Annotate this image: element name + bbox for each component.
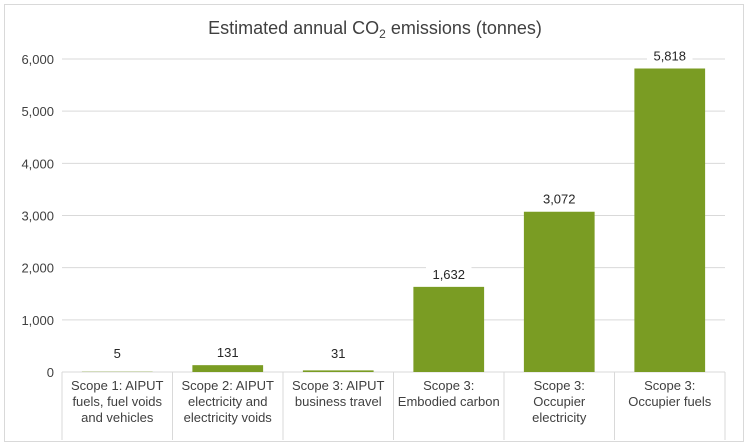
x-category-label: business travel (295, 394, 382, 409)
y-tick-label: 3,000 (21, 209, 54, 224)
x-category-label: fuels, fuel voids (72, 394, 162, 409)
bars (81, 68, 706, 373)
x-category-label: Scope 3: (423, 378, 474, 393)
x-category-label: Scope 3: (644, 378, 695, 393)
chart-title-rest: emissions (tonnes) (385, 18, 542, 38)
x-category-label: and vehicles (81, 410, 154, 425)
x-category-label: Scope 3: AIPUT (292, 378, 385, 393)
data-label-background (212, 344, 243, 362)
y-tick-label: 4,000 (21, 156, 54, 171)
data-label: 5 (114, 346, 121, 361)
data-label: 3,072 (543, 192, 576, 207)
data-label: 31 (331, 346, 345, 361)
x-category-label: Scope 2: AIPUT (182, 378, 275, 393)
chart-title: Estimated annual CO2 emissions (tonnes) (0, 18, 750, 41)
data-label: 5,818 (653, 48, 686, 63)
chart-title-subscript: 2 (379, 27, 386, 41)
x-category-label: Scope 1: AIPUT (71, 378, 164, 393)
chart-frame (4, 4, 744, 442)
data-label: 1,632 (432, 267, 465, 282)
gridlines (62, 58, 725, 373)
y-tick-label: 6,000 (21, 52, 54, 67)
y-axis: 0 1,000 2,000 3,000 4,000 5,000 6,000 (21, 52, 54, 380)
bar (634, 68, 706, 373)
y-tick-label: 0 (47, 365, 54, 380)
data-label-background (536, 190, 582, 208)
x-category-label: electricity and (188, 394, 267, 409)
data-label-background (647, 47, 693, 65)
data-labels: 5 131 31 1,632 3,072 5,818 (109, 47, 693, 362)
bar (413, 286, 485, 372)
x-category-label: Embodied carbon (398, 394, 500, 409)
bar (302, 370, 374, 372)
x-category-label: electricity (532, 410, 587, 425)
chart-title-main: Estimated annual CO (208, 18, 380, 38)
x-category-label: electricity voids (184, 410, 273, 425)
x-category-label: Occupier (533, 394, 586, 409)
data-label-background (326, 345, 350, 362)
bar (523, 211, 595, 372)
y-tick-label: 2,000 (21, 261, 54, 276)
x-category-label: Occupier fuels (628, 394, 712, 409)
y-tick-label: 1,000 (21, 313, 54, 328)
data-label-background (109, 345, 125, 362)
data-label-background (426, 265, 472, 283)
data-label: 131 (217, 345, 239, 360)
bar (192, 365, 264, 372)
y-tick-label: 5,000 (21, 104, 54, 119)
x-category-label: Scope 3: (534, 378, 585, 393)
